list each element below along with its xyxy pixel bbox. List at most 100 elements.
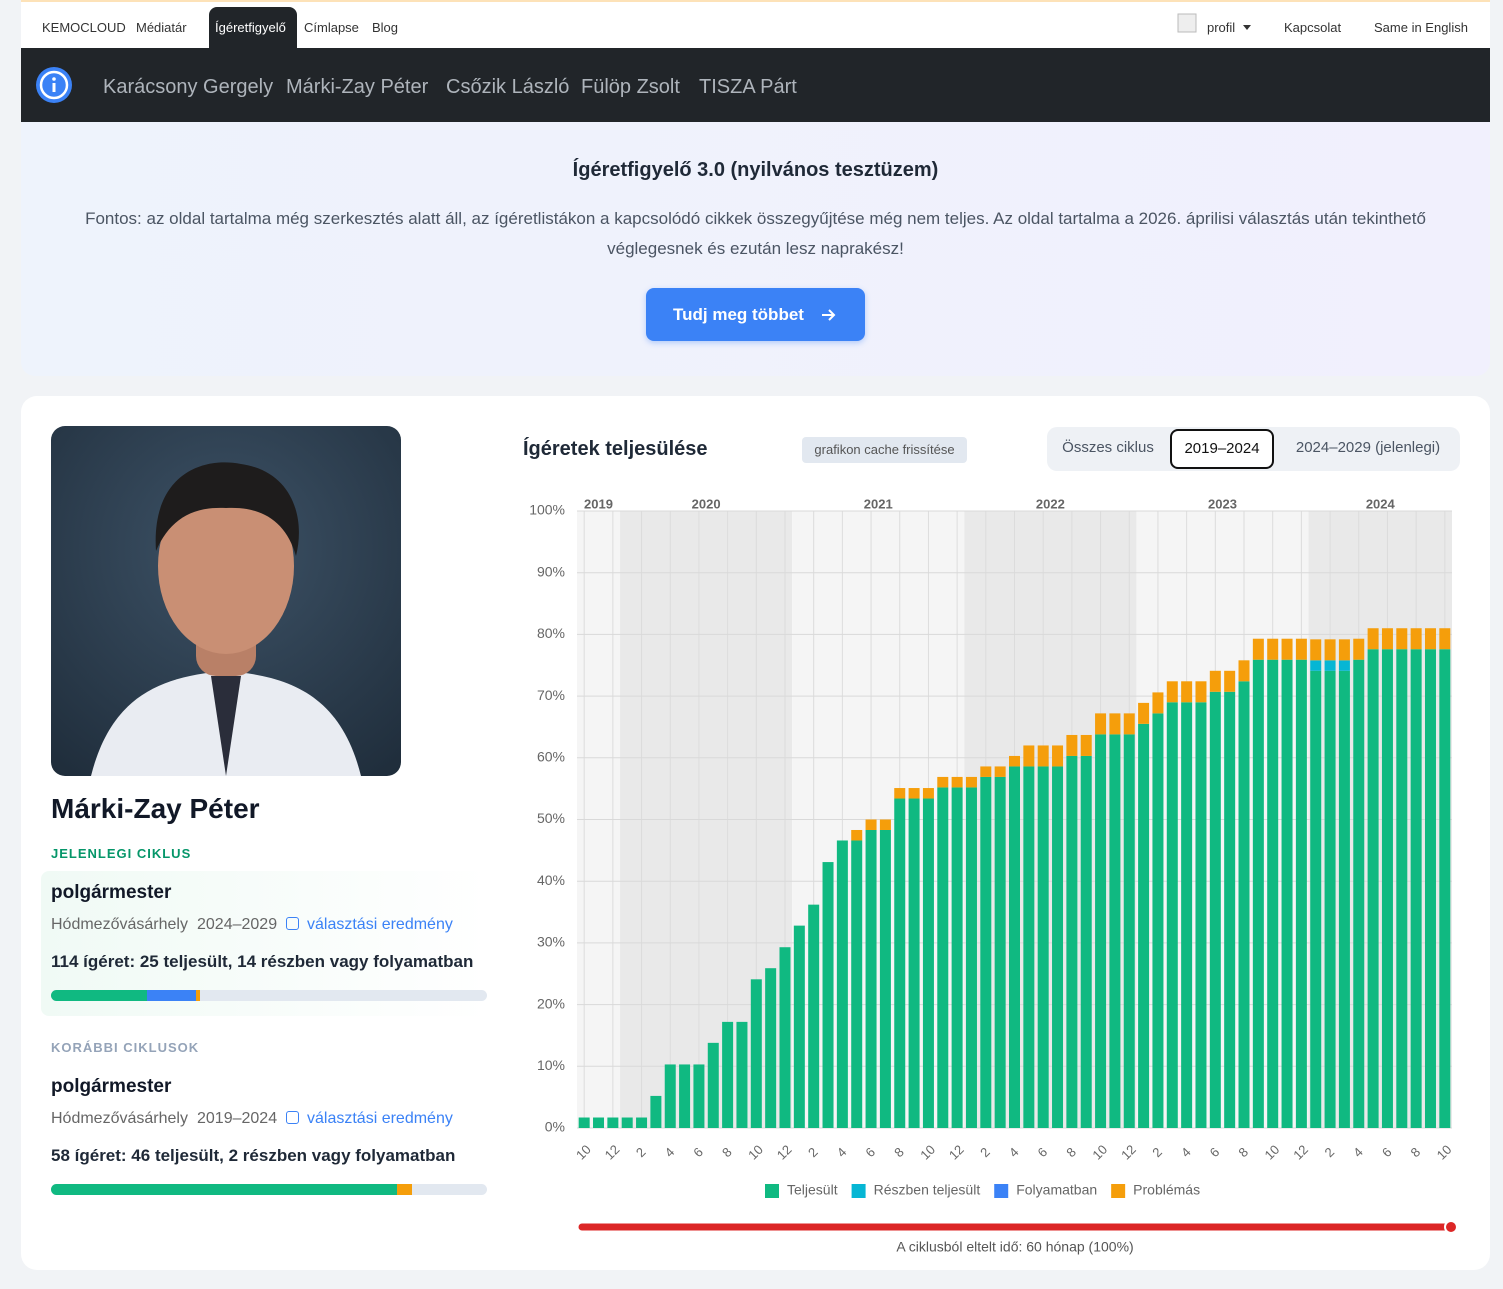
bar-segment bbox=[593, 1117, 605, 1128]
learn-more-button[interactable]: Tudj meg többet bbox=[646, 288, 865, 341]
x-tick-label: 4 bbox=[834, 1144, 850, 1160]
cycle-button[interactable]: 2024–2029 (jelenlegi) bbox=[1295, 439, 1441, 456]
bar-segment bbox=[1381, 628, 1393, 650]
section-label: JELENLEGI CIKLUS bbox=[51, 846, 192, 861]
bar-segment bbox=[1324, 670, 1336, 1128]
elapsed-handle bbox=[1444, 1220, 1458, 1234]
legend-label: Folyamatban bbox=[1016, 1182, 1097, 1198]
bar-segment bbox=[851, 840, 863, 1128]
cycle-button[interactable]: Összes ciklus bbox=[1062, 439, 1154, 456]
role: polgármester bbox=[51, 1076, 172, 1097]
progress-segment bbox=[51, 1184, 397, 1195]
summary: 58 ígéret: 46 teljesült, 2 részben vagy … bbox=[51, 1146, 456, 1165]
bar-segment bbox=[1424, 628, 1436, 650]
bar-segment bbox=[980, 766, 992, 777]
bar-segment bbox=[750, 979, 762, 1128]
bar-segment bbox=[1439, 649, 1451, 1128]
bar-segment bbox=[1295, 638, 1307, 660]
brand[interactable]: KEMOCLOUD bbox=[42, 20, 126, 35]
bar-segment bbox=[1396, 649, 1408, 1128]
y-tick-label: 20% bbox=[537, 995, 565, 1011]
nav-link[interactable]: Ígéretfigyelő bbox=[215, 20, 286, 35]
bar-segment bbox=[1195, 681, 1207, 703]
politician-link[interactable]: Fülöp Zsolt bbox=[581, 76, 680, 98]
bar-segment bbox=[1252, 638, 1264, 660]
bar-segment bbox=[1080, 755, 1092, 1128]
profile-menu[interactable]: profil bbox=[1207, 20, 1236, 35]
check-icon bbox=[286, 917, 299, 930]
x-tick-label: 12 bbox=[602, 1142, 623, 1163]
bar-segment bbox=[879, 819, 891, 830]
bar-segment bbox=[808, 904, 820, 1128]
bar-segment bbox=[1353, 659, 1365, 1128]
politician-link[interactable]: TISZA Párt bbox=[699, 76, 797, 98]
bar-segment bbox=[722, 1021, 734, 1128]
x-tick-label: 8 bbox=[719, 1144, 735, 1160]
result-link[interactable]: választási eredmény bbox=[307, 1110, 453, 1127]
bar-segment bbox=[1166, 702, 1178, 1128]
cache-button[interactable]: grafikon cache frissítése bbox=[802, 437, 967, 463]
x-tick-label: 10 bbox=[917, 1142, 938, 1163]
info-icon[interactable] bbox=[35, 66, 75, 106]
y-tick-label: 0% bbox=[545, 1119, 565, 1135]
year-label: 2024 bbox=[1366, 496, 1396, 511]
x-tick-label: 10 bbox=[1089, 1142, 1110, 1163]
x-tick-label: 6 bbox=[1379, 1144, 1395, 1160]
bar-segment bbox=[1080, 734, 1092, 756]
bar-segment bbox=[1209, 670, 1221, 692]
nav-link[interactable]: Blog bbox=[372, 20, 399, 35]
nav-link[interactable]: Kapcsolat bbox=[1284, 20, 1342, 35]
bar-segment bbox=[1295, 659, 1307, 1128]
cycle-button[interactable]: 2019–2024 bbox=[1170, 429, 1274, 469]
bar-segment bbox=[1209, 691, 1221, 1128]
x-tick-label: 4 bbox=[1178, 1144, 1194, 1160]
bar-segment bbox=[1123, 713, 1135, 735]
y-tick-label: 70% bbox=[537, 687, 565, 703]
bar-segment bbox=[1138, 702, 1150, 724]
nav-link[interactable]: Same in English bbox=[1374, 20, 1468, 35]
year-label: 2022 bbox=[1036, 496, 1065, 511]
nav-link[interactable]: Címlapse bbox=[304, 20, 359, 35]
x-tick-label: 2 bbox=[1149, 1144, 1165, 1160]
bar-segment bbox=[836, 840, 848, 1128]
bar-segment bbox=[1324, 660, 1336, 671]
legend-label: Problémás bbox=[1133, 1182, 1200, 1198]
bar-segment bbox=[1238, 660, 1250, 682]
bar-segment bbox=[1439, 628, 1451, 650]
result-link[interactable]: választási eredmény bbox=[307, 916, 453, 933]
summary: 114 ígéret: 25 teljesült, 14 részben vag… bbox=[51, 952, 474, 971]
bar-segment bbox=[1037, 745, 1049, 767]
bar-segment bbox=[1267, 638, 1279, 660]
arrow-icon bbox=[822, 309, 836, 321]
y-tick-label: 30% bbox=[537, 934, 565, 950]
bar-segment bbox=[1109, 713, 1121, 735]
chart-title: Ígéretek teljesülése bbox=[523, 438, 708, 460]
bar-segment bbox=[1138, 723, 1150, 1128]
politician-link[interactable]: Márki-Zay Péter bbox=[286, 76, 429, 98]
bar-segment bbox=[1224, 670, 1236, 692]
bar-segment bbox=[879, 829, 891, 1128]
legend-swatch bbox=[851, 1184, 866, 1198]
politician-link[interactable]: Karácsony Gergely bbox=[103, 76, 274, 98]
nav-link[interactable]: Médiatár bbox=[136, 20, 187, 35]
x-tick-label: 4 bbox=[662, 1144, 678, 1160]
bar-segment bbox=[851, 829, 863, 841]
politician-link[interactable]: Csőzik László bbox=[446, 76, 570, 98]
bar-segment bbox=[1324, 639, 1336, 661]
chart: 2019 2020 2021 2022 2023 2024 0% 10% 20% 30% 40% 50… bbox=[529, 496, 1458, 1255]
bar-segment bbox=[1066, 734, 1078, 756]
bar-segment bbox=[1410, 649, 1422, 1128]
x-tick-label: 12 bbox=[946, 1142, 967, 1163]
bar-segment bbox=[1367, 649, 1379, 1128]
progress-segment bbox=[146, 990, 197, 1001]
y-tick-label: 100% bbox=[529, 502, 565, 518]
bar-segment bbox=[822, 862, 834, 1128]
period: 2019–2024 bbox=[197, 1110, 278, 1127]
legend-label: Részben teljesült bbox=[874, 1182, 981, 1198]
x-tick-label: 4 bbox=[1350, 1144, 1366, 1160]
y-tick-label: 80% bbox=[537, 625, 565, 641]
bar-segment bbox=[865, 819, 877, 830]
bar-segment bbox=[1410, 628, 1422, 650]
bar-segment bbox=[922, 798, 934, 1128]
active-tab bbox=[209, 7, 297, 48]
